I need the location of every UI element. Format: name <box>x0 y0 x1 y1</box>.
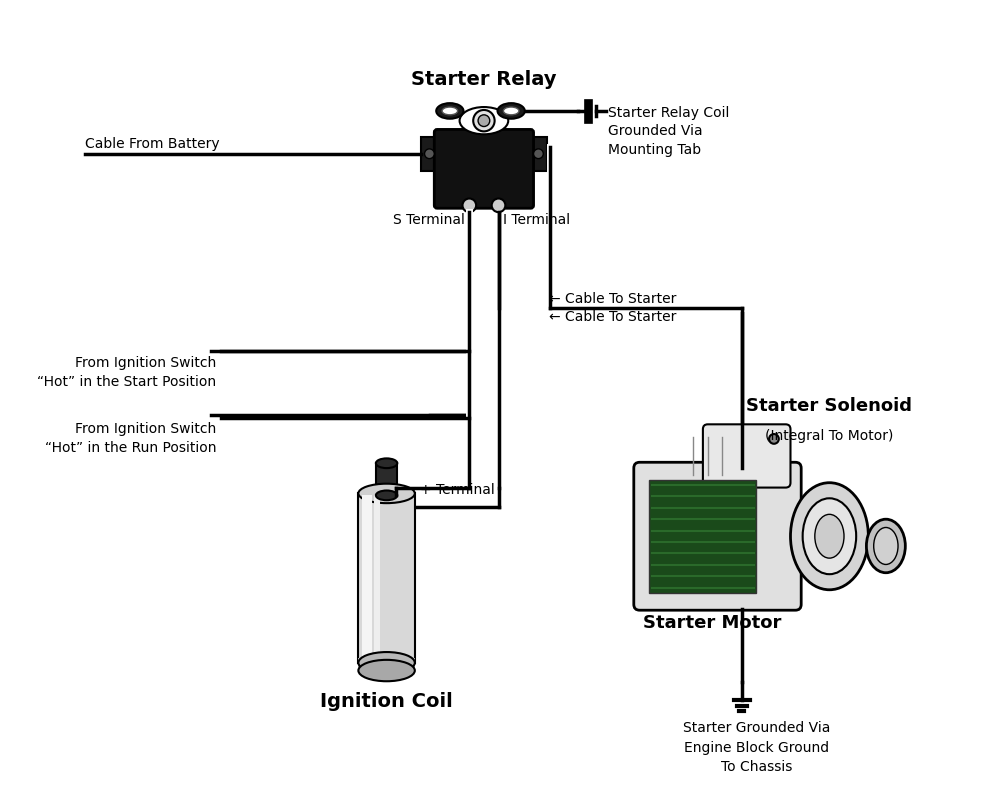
Bar <box>421 137 439 171</box>
Text: Starter Relay: Starter Relay <box>411 70 556 89</box>
Circle shape <box>425 149 435 159</box>
Text: + Terminal: + Terminal <box>420 483 494 498</box>
Ellipse shape <box>503 107 519 115</box>
Circle shape <box>478 115 490 126</box>
Text: From Ignition Switch
“Hot” in the Start Position: From Ignition Switch “Hot” in the Start … <box>38 356 216 388</box>
Circle shape <box>473 110 495 131</box>
Ellipse shape <box>443 107 457 115</box>
Text: Starter Relay Coil
Grounded Via
Mounting Tab: Starter Relay Coil Grounded Via Mounting… <box>608 106 729 157</box>
Text: (Integral To Motor): (Integral To Motor) <box>765 429 894 443</box>
Ellipse shape <box>790 483 868 590</box>
Circle shape <box>492 198 505 213</box>
Ellipse shape <box>815 515 844 559</box>
Ellipse shape <box>358 483 415 503</box>
Bar <box>649 479 756 593</box>
Ellipse shape <box>459 107 508 134</box>
Ellipse shape <box>358 660 415 682</box>
Text: I Terminal: I Terminal <box>503 213 570 227</box>
Text: From Ignition Switch
“Hot” in the Run Position: From Ignition Switch “Hot” in the Run Po… <box>45 423 216 455</box>
Bar <box>374 495 380 661</box>
Ellipse shape <box>437 103 463 119</box>
Circle shape <box>769 434 779 443</box>
Text: S Terminal: S Terminal <box>393 213 464 227</box>
Text: ← Cable To Starter: ← Cable To Starter <box>549 311 676 324</box>
Text: Starter Motor: Starter Motor <box>644 614 782 632</box>
Bar <box>362 495 372 661</box>
FancyBboxPatch shape <box>435 129 534 209</box>
FancyBboxPatch shape <box>703 424 790 487</box>
Ellipse shape <box>874 527 898 564</box>
Ellipse shape <box>358 652 415 674</box>
Bar <box>530 137 547 171</box>
Bar <box>358 494 415 662</box>
Text: Ignition Coil: Ignition Coil <box>320 692 453 711</box>
Ellipse shape <box>376 491 397 500</box>
Ellipse shape <box>498 103 525 119</box>
Text: Cable From Battery: Cable From Battery <box>85 137 220 151</box>
Ellipse shape <box>376 459 397 468</box>
FancyBboxPatch shape <box>634 463 801 610</box>
Circle shape <box>534 149 544 159</box>
Circle shape <box>462 198 476 213</box>
Text: Starter Grounded Via
Engine Block Ground
To Chassis: Starter Grounded Via Engine Block Ground… <box>683 721 830 774</box>
Ellipse shape <box>866 519 905 573</box>
Text: Starter Solenoid: Starter Solenoid <box>746 396 913 415</box>
Bar <box>376 463 397 495</box>
Text: ← Cable To Starter: ← Cable To Starter <box>549 292 676 305</box>
Bar <box>358 658 415 668</box>
Ellipse shape <box>803 499 856 574</box>
